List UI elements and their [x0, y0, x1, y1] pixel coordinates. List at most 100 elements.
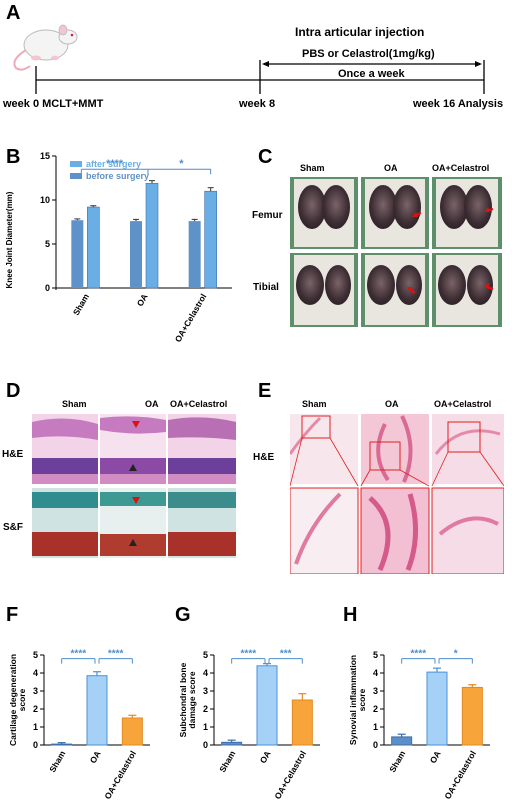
photo-tibial-celastrol — [432, 253, 502, 327]
chart-g-category-label: OA — [258, 749, 273, 765]
rat-illustration — [13, 24, 78, 71]
chart-b-category-label: OA+Celastrol — [173, 292, 209, 344]
panel-label-f: F — [6, 604, 19, 626]
chart-f-sig-label: **** — [108, 649, 124, 660]
he-oa — [100, 414, 166, 484]
chart-h-ylabel: Synovial inflammationscore — [348, 655, 367, 745]
panel-label-g: G — [175, 604, 191, 626]
chart-g: 0 1 2 3 4 5 Subchondral bonedamage score Sham OA… — [178, 649, 320, 801]
chart-b-bar — [71, 220, 84, 288]
timeline-week0: week 0 MCLT+MMT — [3, 98, 104, 110]
chart-g-bar — [256, 665, 278, 746]
legend-label-before: before surgery — [86, 171, 149, 181]
panel-d-col-celastrol: OA+Celastrol — [170, 399, 228, 409]
chart-f-ytick-label: 2 — [33, 704, 38, 714]
sf-celastrol — [168, 488, 236, 558]
he-celastrol — [168, 414, 236, 484]
panel-label-e: E — [258, 380, 272, 402]
chart-h-sig-label: * — [454, 649, 458, 660]
chart-b-sig-label: **** — [106, 158, 124, 170]
chart-b-ytick-label: 0 — [45, 283, 50, 293]
synovium-sham-zoom — [290, 487, 359, 574]
chart-h-ylabel-line: score — [357, 688, 367, 711]
synovium-oa-zoom — [360, 487, 430, 574]
panel-e-col-celastrol: OA+Celastrol — [434, 399, 492, 409]
panel-e-col-oa: OA — [385, 399, 399, 409]
chart-h: 0 1 2 3 4 5 Synovial inflammationscore Sham OA OA… — [348, 649, 490, 801]
chart-g-bar — [221, 741, 243, 746]
chart-g-ytick-label: 0 — [203, 740, 208, 750]
chart-f-bar — [121, 717, 143, 746]
chart-h-sig-label: **** — [411, 649, 427, 660]
chart-h-bar — [461, 686, 483, 746]
chart-b-ytick-label: 10 — [40, 195, 50, 205]
chart-f-ytick-label: 0 — [33, 740, 38, 750]
timeline-diagram — [13, 24, 485, 94]
chart-g-ytick-label: 4 — [203, 668, 208, 678]
chart-f-ylabel-line: score — [17, 688, 27, 711]
chart-b-ylabel: Knee Joint Diameter(mm) — [5, 191, 14, 288]
timeline-week16: week 16 Analysis — [413, 98, 504, 110]
chart-f-ylabel-line: Cartilage degeneration — [8, 654, 18, 746]
panel-d-row-he: H&E — [2, 449, 24, 460]
histology-e-grid — [290, 414, 504, 574]
chart-b-category-label: OA — [135, 292, 150, 308]
chart-h-marks: 0 1 2 3 4 5 Synovial inflammationscore Sham OA OA… — [348, 649, 490, 801]
chart-b-category-label: Sham — [71, 292, 91, 317]
chart-g-ylabel: Subchondral bonedamage score — [178, 662, 197, 737]
chart-h-ytick-label: 0 — [373, 740, 378, 750]
timeline-week8: week 8 — [239, 98, 276, 110]
chart-h-bar — [426, 671, 448, 746]
chart-g-category-label: OA+Celastrol — [272, 749, 308, 801]
chart-h-ylabel-line: Synovial inflammation — [348, 655, 358, 745]
synovium-oa — [361, 414, 429, 484]
histology-d-grid — [32, 414, 236, 558]
legend-swatch-after — [70, 161, 82, 167]
timeline-treatment: PBS or Celastrol(1mg/kg) — [302, 48, 435, 60]
chart-b-bar — [188, 221, 201, 288]
chart-f-ylabel: Cartilage degenerationscore — [8, 654, 27, 746]
chart-b-bar — [204, 190, 217, 289]
chart-g-sig-label: **** — [241, 649, 257, 660]
chart-f-category-label: OA+Celastrol — [102, 749, 138, 801]
chart-g-ylabel-line: Subchondral bone — [178, 662, 188, 737]
chart-g-ytick-label: 5 — [203, 650, 208, 660]
timeline-title: Intra articular injection — [295, 25, 425, 39]
chart-g-marks: 0 1 2 3 4 5 Subchondral bonedamage score Sham OA… — [178, 649, 320, 801]
panel-label-c: C — [258, 146, 273, 168]
photo-tibial-oa — [361, 253, 429, 327]
joint-photo-grid — [290, 177, 502, 327]
panel-label-b: B — [6, 146, 21, 168]
photo-femur-oa — [361, 177, 429, 249]
chart-h-category-label: OA — [428, 749, 443, 765]
panel-d-col-oa: OA — [145, 399, 159, 409]
chart-b-sig-label: * — [179, 158, 184, 170]
chart-b-bar — [145, 182, 159, 289]
chart-b-ytick-label: 5 — [45, 239, 50, 249]
photo-tibial-sham — [290, 253, 358, 327]
chart-f-category-label: Sham — [47, 749, 67, 774]
chart-f-ytick-label: 5 — [33, 650, 38, 660]
chart-h-bar — [391, 736, 413, 746]
chart-b-ytick-label: 15 — [40, 151, 50, 161]
chart-f-category-label: OA — [88, 749, 103, 765]
panel-label-a: A — [6, 2, 21, 24]
chart-b-bar — [130, 221, 142, 288]
synovium-celastrol — [432, 414, 504, 484]
synovium-sham — [290, 414, 358, 484]
panel-c-col-oa: OA — [384, 163, 398, 173]
chart-g-ytick-label: 2 — [203, 704, 208, 714]
chart-g-ytick-label: 1 — [203, 722, 208, 732]
chart-f-ytick-label: 4 — [33, 668, 38, 678]
panel-c-col-celastrol: OA+Celastrol — [432, 163, 490, 173]
chart-g-category-label: Sham — [217, 749, 237, 774]
chart-h-ytick-label: 4 — [373, 668, 378, 678]
panel-label-d: D — [6, 380, 21, 402]
chart-f-bar — [51, 743, 73, 746]
panel-e-col-sham: Sham — [302, 399, 327, 409]
legend-label-after: after surgery — [86, 159, 141, 169]
chart-g-ytick-label: 3 — [203, 686, 208, 696]
chart-h-category-label: OA+Celastrol — [442, 749, 478, 801]
panel-d-col-sham: Sham — [62, 399, 87, 409]
